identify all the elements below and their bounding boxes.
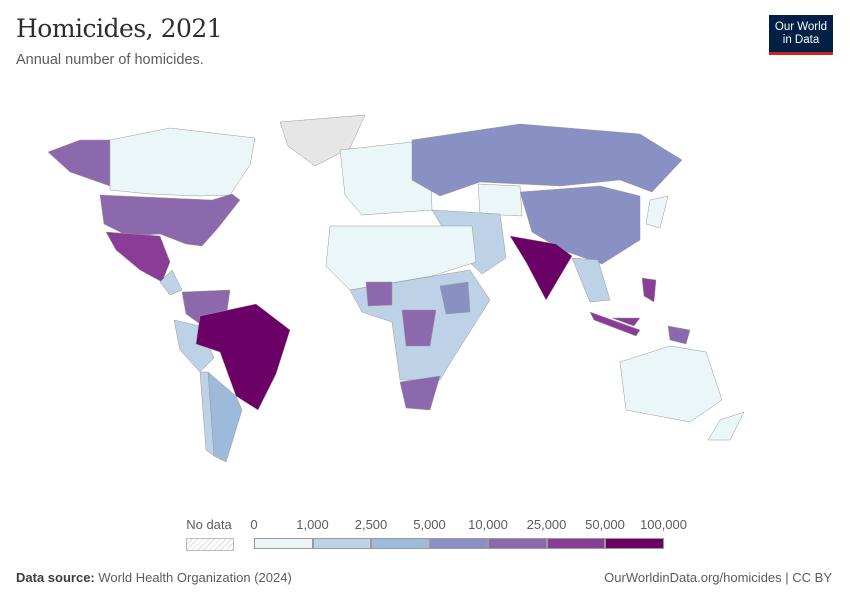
legend-tick-label: 10,000 <box>468 517 508 532</box>
country-region[interactable] <box>399 375 441 411</box>
legend-bin[interactable] <box>488 538 547 549</box>
legend-bin[interactable] <box>371 538 430 549</box>
legend-tick-label: 1,000 <box>296 517 329 532</box>
country-region[interactable] <box>619 345 723 423</box>
country-region[interactable] <box>519 185 641 265</box>
country-region[interactable] <box>589 311 641 337</box>
country-region[interactable] <box>509 235 573 301</box>
logo-line2: in Data <box>782 33 820 46</box>
country-region[interactable] <box>365 281 393 307</box>
source-text: World Health Organization (2024) <box>98 570 292 585</box>
legend-bin[interactable] <box>312 538 371 549</box>
country-region[interactable] <box>611 317 641 327</box>
legend-tick-label: 2,500 <box>354 517 388 532</box>
country-region[interactable] <box>439 281 471 315</box>
country-region[interactable] <box>109 127 256 197</box>
country-region[interactable] <box>105 231 171 283</box>
legend-bin[interactable] <box>254 538 313 549</box>
country-region[interactable] <box>707 411 745 441</box>
country-region[interactable] <box>325 225 477 291</box>
legend-tick-label: 25,000 <box>526 517 567 532</box>
country-region[interactable] <box>645 195 669 229</box>
legend-bin[interactable] <box>605 538 664 549</box>
world-map[interactable] <box>0 100 850 500</box>
legend-no-data-swatch[interactable] <box>186 538 234 551</box>
legend-tick-label: 0 <box>250 517 258 532</box>
country-region[interactable] <box>199 371 215 457</box>
source-label: Data source: <box>16 570 95 585</box>
country-region[interactable] <box>411 123 683 197</box>
data-source: Data source: World Health Organization (… <box>16 570 292 585</box>
legend-bin[interactable] <box>546 538 605 549</box>
logo-line1: Our World <box>774 20 828 33</box>
country-region[interactable] <box>279 114 366 167</box>
country-region[interactable] <box>159 269 183 296</box>
legend-tick-label: 50,000 <box>585 517 625 532</box>
legend-no-data-label: No data <box>186 517 232 532</box>
country-region[interactable] <box>173 319 215 373</box>
chart-subtitle: Annual number of homicides. <box>16 52 204 68</box>
country-region[interactable] <box>667 325 691 345</box>
country-region[interactable] <box>195 303 291 411</box>
country-region[interactable] <box>641 277 657 303</box>
chart-title: Homicides, 2021 <box>16 14 223 43</box>
legend-bin[interactable] <box>429 538 488 549</box>
legend-tick-label: 5,000 <box>413 517 446 532</box>
footer-link[interactable]: OurWorldinData.org/homicides | CC BY <box>604 570 832 585</box>
country-region[interactable] <box>477 183 523 217</box>
legend-tick-label: 100,000 <box>640 517 687 532</box>
country-region[interactable] <box>401 309 437 347</box>
country-region[interactable] <box>47 139 111 187</box>
country-region[interactable] <box>99 193 241 247</box>
owid-logo[interactable]: Our World in Data <box>769 15 833 55</box>
country-region[interactable] <box>571 257 611 303</box>
legend: No data 0 1,000 2,500 5,000 10,000 25,000 50,0… <box>0 515 850 555</box>
